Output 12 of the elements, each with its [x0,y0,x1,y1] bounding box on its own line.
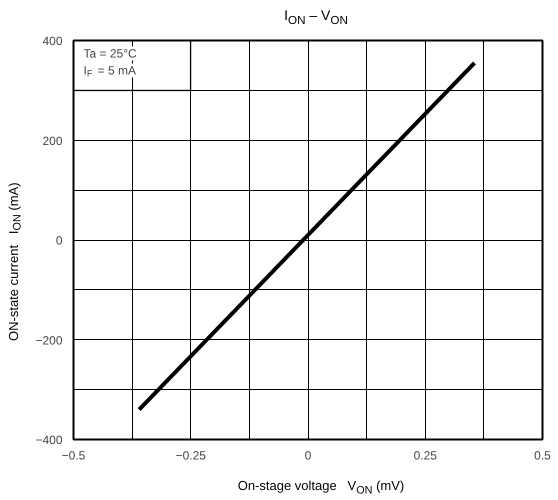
y-tick-label: −200 [35,333,63,348]
x-tick-label: −0.5 [62,448,86,462]
x-tick-label: 0.25 [414,448,438,462]
chart-title: I$_{ON}$ – V$_{ON}$ [284,6,348,29]
y-tick-label: 400 [42,34,63,48]
y-tick-label: 200 [42,134,63,148]
y-tick-label: −400 [35,433,63,447]
x-tick-label: 0.5 [534,448,552,462]
x-axis-title: On-stage voltage V$_{ON}$ (mV) [238,477,404,499]
x-tick-label: 0 [304,448,312,462]
y-tick-label: 0 [56,234,63,248]
x-tick-label: −0.25 [176,448,206,462]
